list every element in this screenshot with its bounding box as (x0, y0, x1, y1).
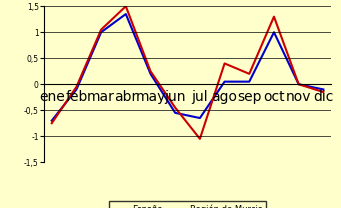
Región de Murcia (173, 106, 177, 109)
Región de Murcia (148, 70, 152, 73)
Región de Murcia (223, 62, 227, 65)
Región de Murcia (74, 86, 78, 88)
Región de Murcia (50, 122, 54, 124)
España (50, 119, 54, 122)
Región de Murcia (247, 73, 251, 75)
España (198, 117, 202, 119)
España (272, 31, 276, 33)
Región de Murcia (321, 91, 325, 93)
Line: Región de Murcia: Región de Murcia (52, 6, 323, 139)
España (247, 80, 251, 83)
Región de Murcia (124, 5, 128, 7)
Región de Murcia (297, 83, 301, 85)
España (124, 13, 128, 15)
España (297, 83, 301, 85)
España (148, 73, 152, 75)
Región de Murcia (99, 28, 103, 31)
España (99, 31, 103, 33)
Line: España: España (52, 14, 323, 121)
Legend: España, Región de Murcia: España, Región de Murcia (109, 201, 266, 208)
España (173, 111, 177, 114)
España (321, 88, 325, 91)
España (223, 80, 227, 83)
Región de Murcia (198, 138, 202, 140)
España (74, 88, 78, 91)
Región de Murcia (272, 15, 276, 18)
